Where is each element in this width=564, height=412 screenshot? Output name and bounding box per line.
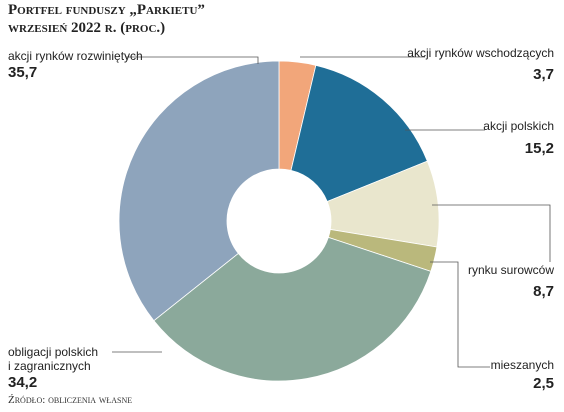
category-label: akcji rynków wschodzących [407, 46, 554, 60]
category-label: obligacji polskich i zagranicznych [8, 345, 99, 373]
value-label: 34,2 [8, 374, 38, 391]
chart-subtitle: wrzesień 2022 r. (proc.) [8, 20, 166, 36]
donut-segment [290, 64, 428, 203]
value-label: 15,2 [524, 140, 554, 157]
value-label: 8,7 [533, 283, 554, 300]
category-label: akcji rynków rozwiniętych [8, 49, 143, 63]
leader-line [430, 261, 490, 368]
donut-segment [153, 236, 432, 382]
category-label: mieszanych [490, 358, 554, 372]
value-label: 3,7 [533, 66, 554, 83]
value-label: 35,7 [8, 64, 38, 81]
donut-segment [118, 60, 280, 322]
category-label: akcji polskich [483, 119, 554, 133]
leader-line [126, 56, 259, 64]
value-label: 2,5 [533, 375, 554, 392]
source: Źródło: obliczenia własne [8, 394, 133, 406]
leader-line [432, 204, 551, 262]
category-label: rynku surowców [467, 263, 554, 277]
chart-title: Portfel funduszy „Parkietu” [8, 2, 205, 18]
